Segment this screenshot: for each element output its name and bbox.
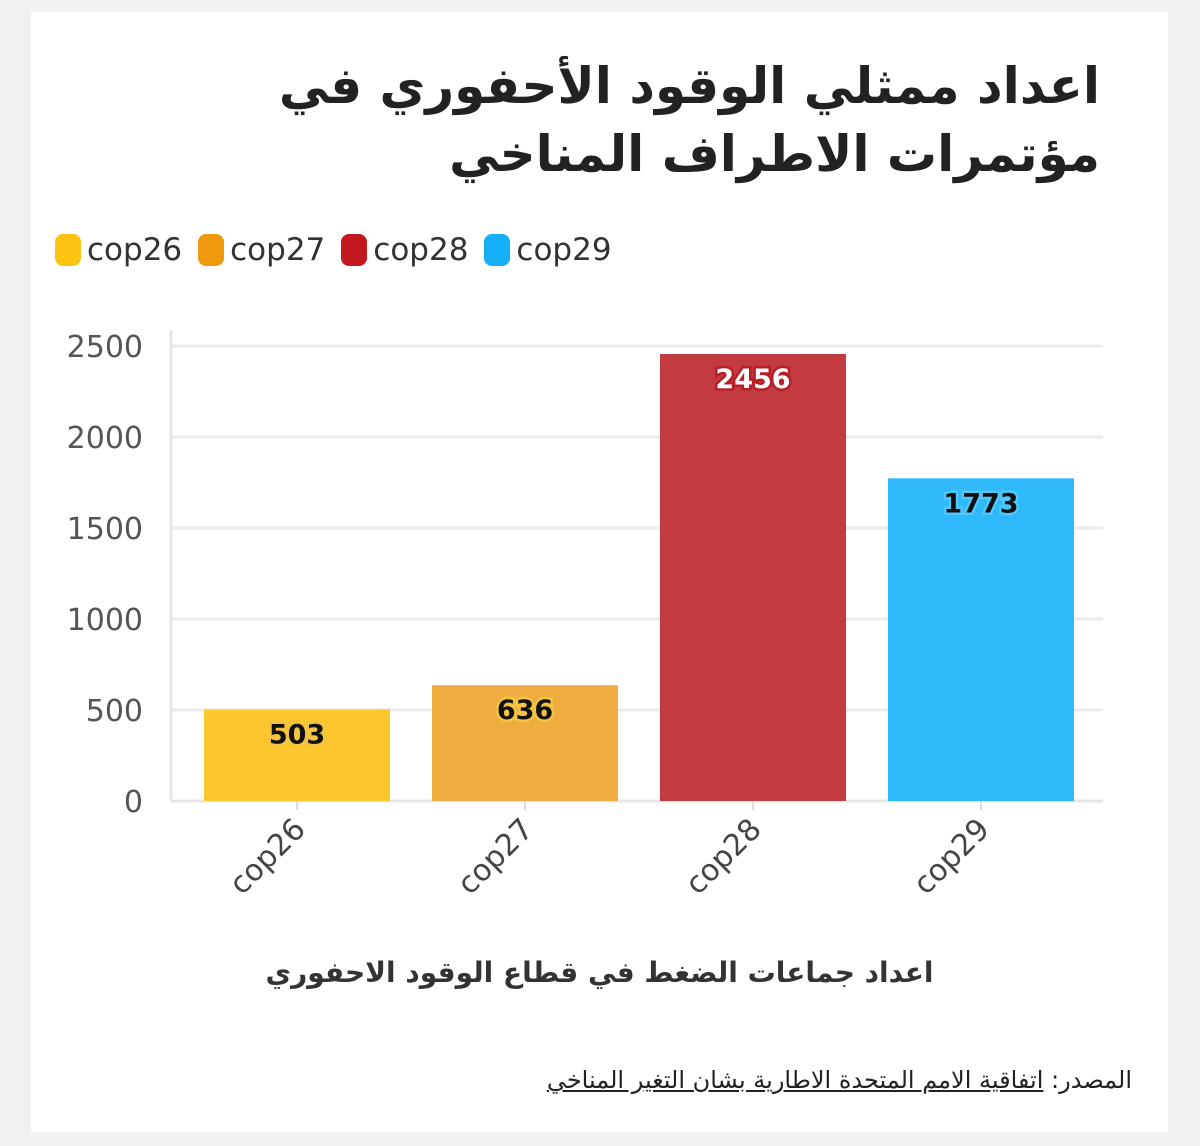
chart-card: اعداد ممثلي الوقود الأحفوري في مؤتمرات ا… xyxy=(31,12,1168,1132)
legend-label: cop26 xyxy=(87,232,183,268)
legend: cop26 cop27 cop28 cop29 xyxy=(55,232,612,268)
legend-item-cop27[interactable]: cop27 xyxy=(198,232,325,268)
legend-swatch xyxy=(341,234,368,266)
legend-swatch xyxy=(484,234,511,266)
bar-cop29 xyxy=(888,478,1074,801)
legend-item-cop26[interactable]: cop26 xyxy=(55,232,182,268)
legend-item-cop29[interactable]: cop29 xyxy=(484,232,612,268)
bar-cop28 xyxy=(660,354,846,801)
x-tick-label: cop27 xyxy=(451,812,541,902)
source-link[interactable]: اتفاقية الامم المتحدة الاطارية بشان التغ… xyxy=(546,1066,1044,1094)
y-tick-label: 500 xyxy=(86,694,143,729)
y-tick-label: 1000 xyxy=(67,603,143,638)
source-note: المصدر: اتفاقية الامم المتحدة الاطارية ب… xyxy=(132,1066,1132,1094)
data-label: 2456 xyxy=(715,364,790,395)
legend-label: cop29 xyxy=(516,232,612,268)
legend-item-cop28[interactable]: cop28 xyxy=(341,232,468,268)
data-label: 636 xyxy=(497,695,553,726)
y-tick-label: 2500 xyxy=(67,330,143,365)
legend-label: cop27 xyxy=(230,232,326,268)
source-label: المصدر: xyxy=(1051,1066,1132,1094)
x-tick-label: cop28 xyxy=(679,812,769,902)
legend-label: cop28 xyxy=(373,232,469,268)
data-label: 503 xyxy=(269,719,325,750)
legend-swatch xyxy=(55,234,81,266)
y-tick-label: 2000 xyxy=(67,421,143,456)
bar-cop27 xyxy=(432,685,618,801)
data-label: 1773 xyxy=(943,488,1018,519)
y-tick-label: 0 xyxy=(124,785,143,820)
bar-chart: 0 500 1000 1500 2000 2500 503 cop26 636 cop27 2456… xyxy=(67,330,1103,902)
x-axis-label: اعداد جماعات الضغط في قطاع الوقود الاحفو… xyxy=(265,956,934,989)
x-tick-label: cop26 xyxy=(223,812,313,902)
legend-swatch xyxy=(198,234,225,266)
y-tick-label: 1500 xyxy=(67,512,143,547)
chart-title: اعداد ممثلي الوقود الأحفوري في مؤتمرات ا… xyxy=(278,57,1100,183)
bar-cop26 xyxy=(204,709,390,801)
x-tick-label: cop29 xyxy=(907,812,997,902)
